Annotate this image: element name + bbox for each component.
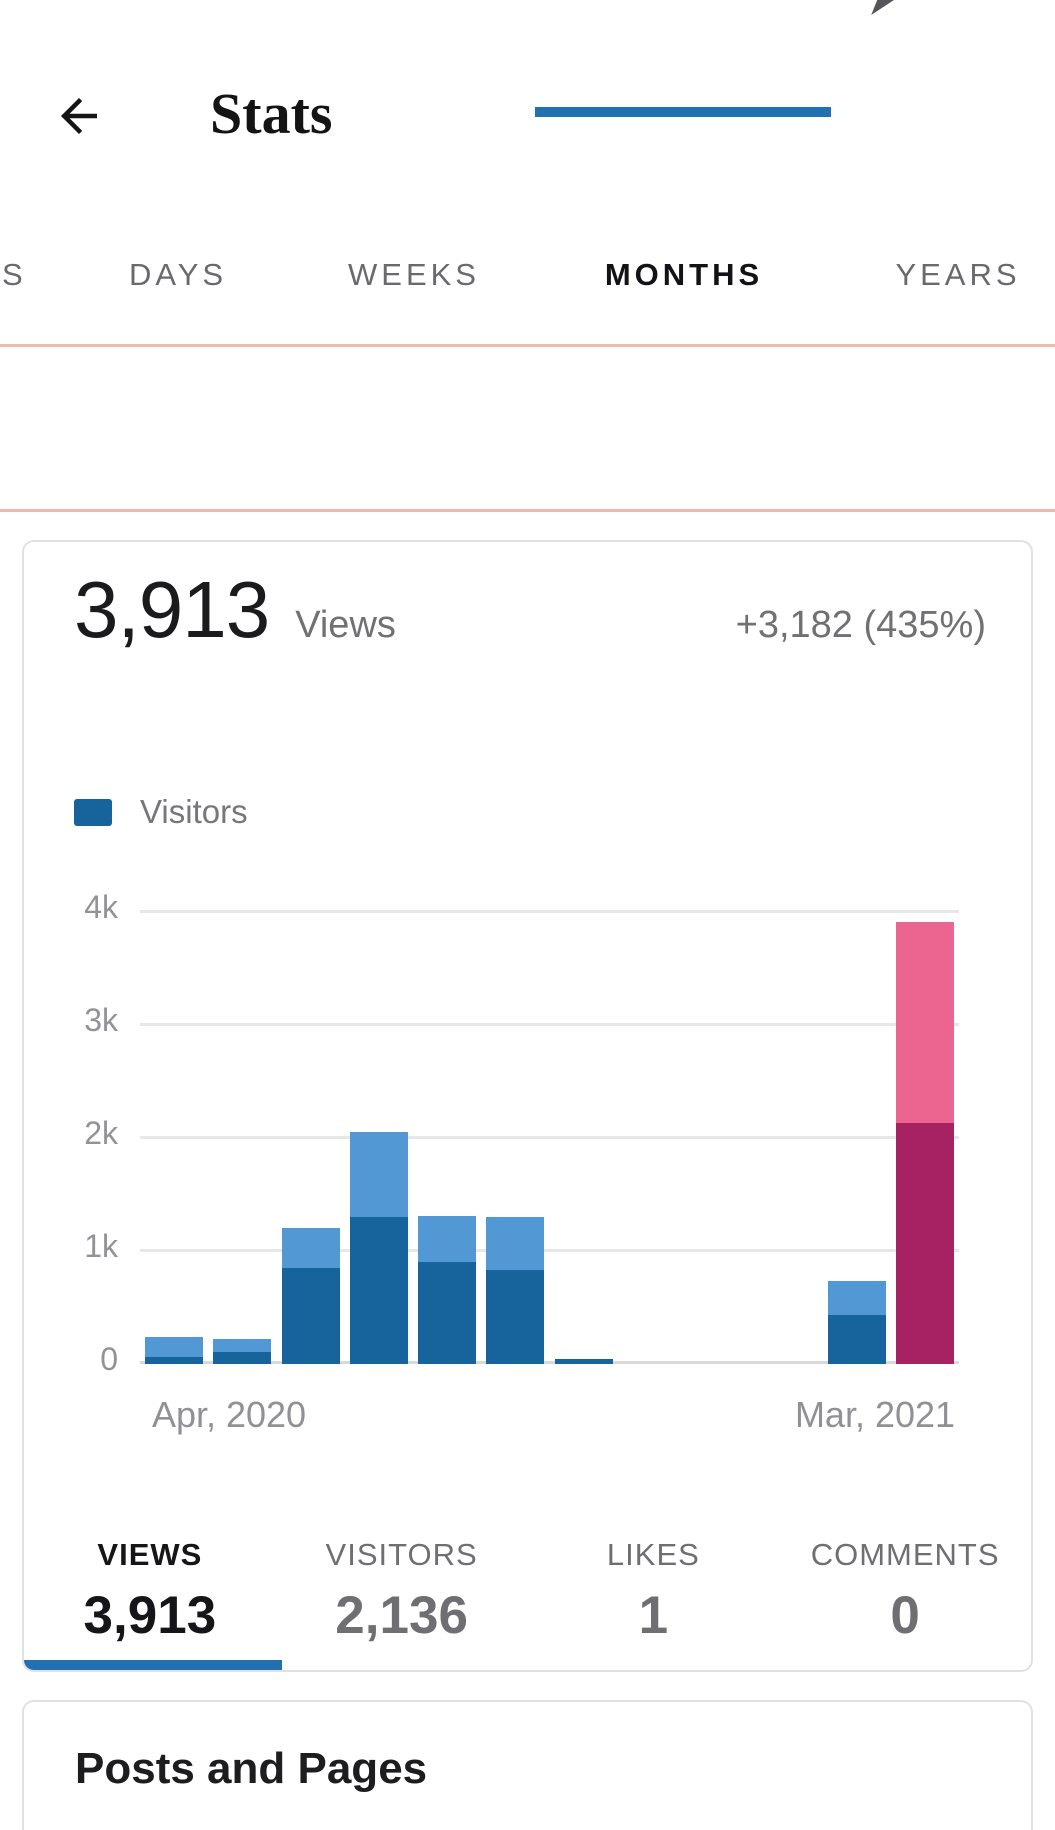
- back-button[interactable]: [52, 89, 106, 143]
- gridline-3k: [140, 1023, 959, 1026]
- active-tab-indicator: [535, 107, 831, 117]
- x-axis-line: [140, 1361, 959, 1364]
- metrics-row: VIEWS 3,913 VISITORS 2,136 LIKES 1 COMME…: [24, 1537, 1031, 1646]
- bar-visitors-Oct, 2020[interactable]: [555, 1359, 613, 1364]
- date-navigator: Mar, 2021: [0, 348, 1055, 802]
- bar-visitors-Jul, 2020[interactable]: [350, 1217, 408, 1364]
- bar-visitors-Sep, 2020[interactable]: [486, 1270, 544, 1364]
- arrow-left-icon: [61, 98, 97, 134]
- bar-visitors-Mar, 2021[interactable]: [896, 1123, 954, 1364]
- tab-months[interactable]: MONTHS: [604, 257, 764, 292]
- posts-and-pages-card: Posts and Pages: [22, 1700, 1033, 1830]
- period-tabbar: S DAYS WEEKS MONTHS YEARS: [0, 230, 1055, 348]
- metric-comments[interactable]: COMMENTS 0: [779, 1537, 1031, 1646]
- metric-comments-value: 0: [890, 1586, 920, 1645]
- tab-years[interactable]: YEARS: [895, 257, 1021, 292]
- y-tick-3k: 3k: [84, 1002, 118, 1038]
- views-overview-card: 3,913 Views +3,182 (435%) Visitors 4k 3k…: [22, 540, 1033, 1672]
- visitors-legend-swatch: [74, 798, 112, 826]
- metric-likes-label: LIKES: [606, 1537, 700, 1572]
- y-tick-2k: 2k: [84, 1115, 118, 1151]
- gridline-2k: [140, 1136, 959, 1139]
- metric-visitors-label: VISITORS: [325, 1537, 478, 1572]
- x-label-last: Mar, 2021: [794, 1394, 956, 1435]
- metric-likes-value: 1: [638, 1586, 669, 1645]
- tab-insights-partial[interactable]: S: [2, 257, 27, 292]
- tab-weeks[interactable]: WEEKS: [348, 257, 480, 292]
- posts-and-pages-title: Posts and Pages: [75, 1744, 428, 1793]
- bar-visitors-Aug, 2020[interactable]: [418, 1262, 476, 1364]
- tab-days[interactable]: DAYS: [128, 257, 228, 292]
- metric-visitors-value: 2,136: [335, 1586, 468, 1645]
- selected-metric-underline: [24, 1660, 282, 1670]
- metric-views-value: 3,913: [83, 1586, 217, 1645]
- divider-bottom: [0, 509, 1055, 512]
- metric-visitors[interactable]: VISITORS 2,136: [276, 1537, 528, 1646]
- metric-views-label: VIEWS: [97, 1537, 203, 1572]
- page-title: Stats: [210, 81, 333, 146]
- bar-visitors-Apr, 2020[interactable]: [145, 1357, 203, 1364]
- chart-plot: [140, 882, 959, 1364]
- bar-visitors-Jun, 2020[interactable]: [282, 1268, 340, 1364]
- gridline-1k: [140, 1249, 959, 1252]
- visitors-legend-label: Visitors: [140, 793, 248, 830]
- pencil-icon[interactable]: [871, 0, 894, 15]
- views-total: 3,913: [74, 565, 270, 654]
- x-label-first: Apr, 2020: [151, 1394, 307, 1435]
- views-change: +3,182 (435%): [735, 604, 986, 646]
- chart-legend: Visitors: [74, 793, 248, 831]
- gridline-4k: [140, 910, 959, 913]
- y-tick-0: 0: [100, 1341, 118, 1377]
- metric-comments-label: COMMENTS: [810, 1537, 1000, 1572]
- metric-views[interactable]: VIEWS 3,913: [24, 1537, 276, 1646]
- bar-visitors-May, 2020[interactable]: [213, 1352, 271, 1364]
- bar-visitors-Feb, 2021[interactable]: [828, 1315, 886, 1364]
- views-total-label: Views: [295, 604, 396, 646]
- metric-likes[interactable]: LIKES 1: [528, 1537, 780, 1646]
- y-tick-1k: 1k: [84, 1228, 118, 1264]
- summary-row: 3,913 Views +3,182 (435%): [74, 564, 986, 656]
- y-tick-4k: 4k: [84, 889, 118, 925]
- divider-top: [0, 344, 1055, 347]
